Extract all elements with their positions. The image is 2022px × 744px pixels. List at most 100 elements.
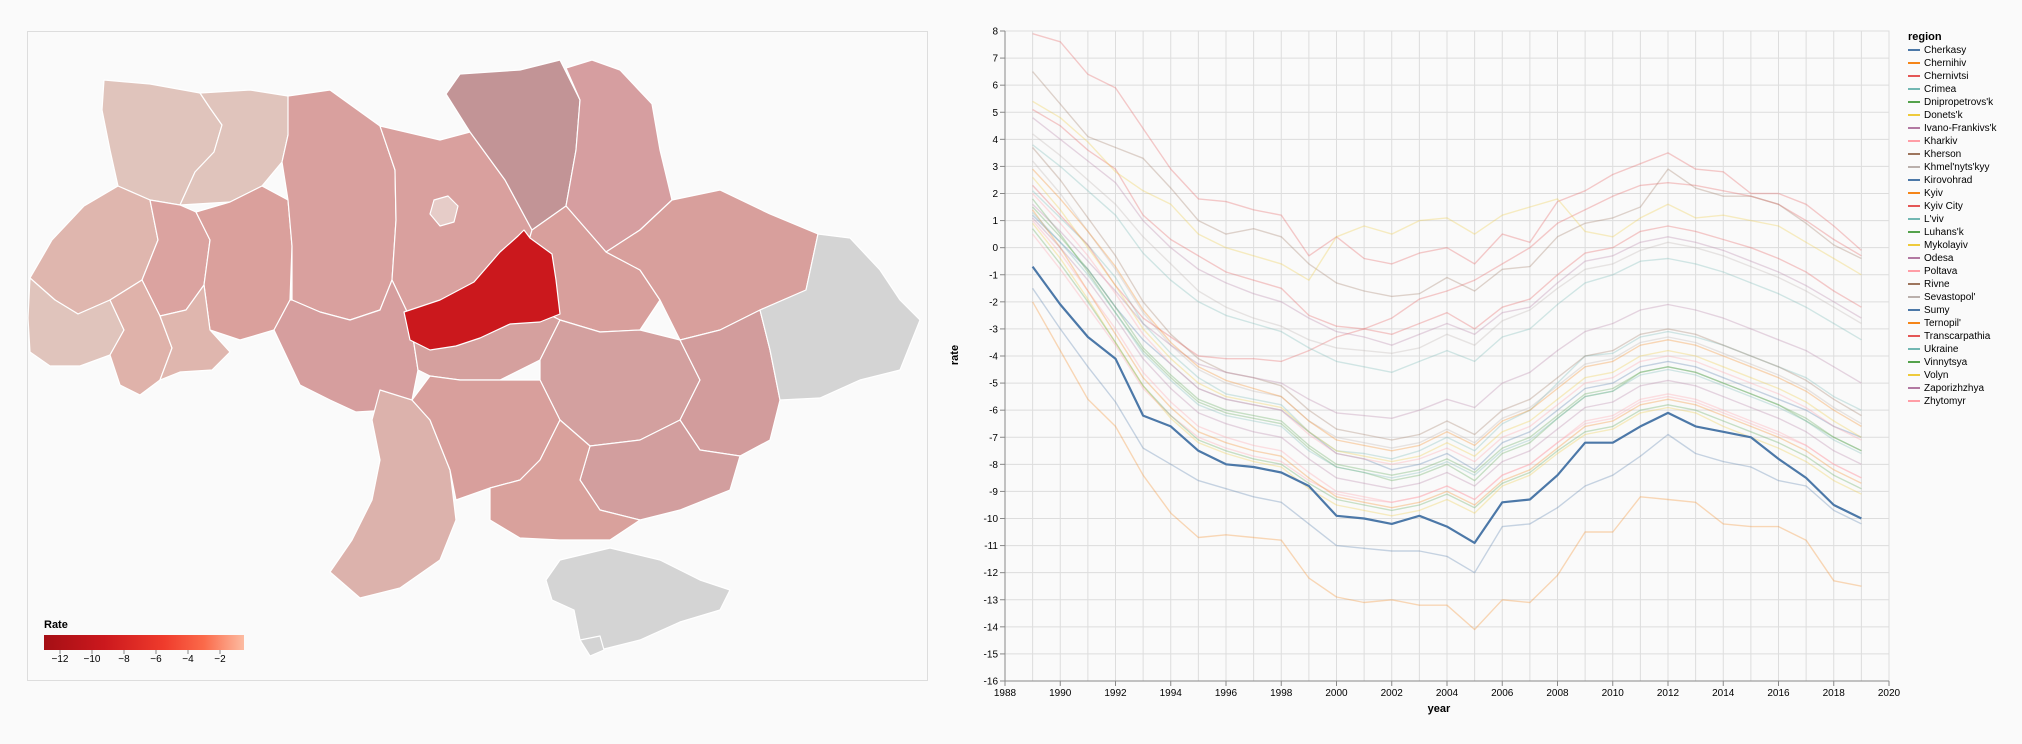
y-tick-label: -2 xyxy=(989,297,998,308)
y-tick-label: -6 xyxy=(989,406,998,417)
series-line-ivano-frankivs-k[interactable] xyxy=(1032,117,1862,346)
series-line-kirovohrad[interactable] xyxy=(1031,265,1862,545)
series-line-zaporizhzhya[interactable] xyxy=(1032,217,1862,490)
y-tick-label: -4 xyxy=(989,352,998,363)
legend-label: Kharkiv xyxy=(1924,136,1957,147)
legend-item[interactable]: Ternopil' xyxy=(1908,318,1961,329)
series-line-ternopil-[interactable] xyxy=(1032,168,1862,452)
legend-label: Ternopil' xyxy=(1924,318,1961,329)
series-line-kherson[interactable] xyxy=(1032,147,1862,441)
series-line-l-viv[interactable] xyxy=(1032,144,1862,373)
legend-item[interactable]: Cherkasy xyxy=(1908,45,1966,56)
region-donetsk[interactable] xyxy=(679,309,781,457)
legend-item[interactable]: Zhytomyr xyxy=(1908,396,1966,407)
chart-series xyxy=(1031,33,1862,631)
legend-item[interactable]: Dnipropetrovs'k xyxy=(1908,97,1994,108)
legend-item[interactable]: Kherson xyxy=(1908,149,1961,160)
series-line-transcarpathia[interactable] xyxy=(1032,33,1862,265)
region-kirovohrad[interactable] xyxy=(403,229,561,351)
legend-item[interactable]: Volyn xyxy=(1908,370,1948,381)
y-tick-label: -12 xyxy=(984,568,999,579)
y-tick-label: 5 xyxy=(992,108,998,119)
series-line-mykolayiv[interactable] xyxy=(1032,176,1862,463)
series-line-rivne[interactable] xyxy=(1032,71,1862,298)
region-kyiv-city[interactable] xyxy=(429,195,459,227)
legend-item[interactable]: Kyiv City xyxy=(1908,201,1963,212)
legend-item[interactable]: Kharkiv xyxy=(1908,136,1957,147)
legend-label: Ivano-Frankivs'k xyxy=(1924,123,1997,134)
legend-item[interactable]: Ivano-Frankivs'k xyxy=(1908,123,1997,134)
x-tick-label: 2002 xyxy=(1381,688,1404,699)
chart-axes: 1988 1990 1992 1994 1996 1998 2000 2002 2004 2006… xyxy=(984,27,1901,700)
region-luhansk[interactable] xyxy=(759,233,921,401)
legend-item[interactable]: Luhans'k xyxy=(1908,227,1965,238)
series-line-dnipropetrovs-k[interactable] xyxy=(1032,198,1862,482)
y-tick-label: 2 xyxy=(992,189,998,200)
series-line-chernivtsi[interactable] xyxy=(1032,108,1862,335)
y-tick-label: 6 xyxy=(992,81,998,92)
region-kherson[interactable] xyxy=(489,419,641,541)
series-line-kharkiv[interactable] xyxy=(1032,233,1862,503)
legend-item[interactable]: Chernivtsi xyxy=(1908,71,1968,82)
legend-label: Sevastopol' xyxy=(1924,292,1975,303)
legend-item[interactable]: Mykolayiv xyxy=(1908,240,1968,251)
x-tick-label: 2008 xyxy=(1546,688,1569,699)
legend-item[interactable]: Chernihiv xyxy=(1908,58,1966,69)
series-line-kyiv[interactable] xyxy=(1032,209,1862,509)
map-legend-tick-label: −2 xyxy=(214,654,226,665)
legend-label: Khmel'nyts'kyy xyxy=(1924,162,1990,173)
legend-label: Luhans'k xyxy=(1924,227,1965,238)
region-zhytomyr[interactable] xyxy=(281,89,397,321)
x-tick-label: 2020 xyxy=(1878,688,1901,699)
legend-item[interactable]: Vinnytsya xyxy=(1908,357,1968,368)
series-line-kyiv-city[interactable] xyxy=(1032,181,1862,363)
legend-item[interactable]: Rivne xyxy=(1908,279,1950,290)
series-line-donets-k[interactable] xyxy=(1032,222,1862,517)
legend-label: Crimea xyxy=(1924,84,1957,95)
series-line-khmel-nyts-kyy[interactable] xyxy=(1032,160,1862,449)
y-tick-label: -15 xyxy=(984,649,999,660)
y-tick-label: -1 xyxy=(989,270,998,281)
legend-item[interactable]: Odesa xyxy=(1908,253,1954,264)
legend-item[interactable]: Kirovohrad xyxy=(1908,175,1972,186)
legend-label: Poltava xyxy=(1924,266,1958,277)
series-line-zhytomyr[interactable] xyxy=(1032,193,1862,465)
y-tick-label: -8 xyxy=(989,460,998,471)
legend-item[interactable]: Khmel'nyts'kyy xyxy=(1908,162,1990,173)
region-ivano-frankivsk[interactable] xyxy=(109,279,173,396)
legend-item[interactable]: Sevastopol' xyxy=(1908,292,1975,303)
region-chernivtsi[interactable] xyxy=(159,284,231,381)
legend-item[interactable]: Transcarpathia xyxy=(1908,331,1991,342)
series-line-sevastopol-[interactable] xyxy=(1032,133,1862,354)
legend-item[interactable]: Donets'k xyxy=(1908,110,1964,121)
series-line-volyn[interactable] xyxy=(1032,100,1862,281)
y-tick-label: -9 xyxy=(989,487,998,498)
x-tick-label: 1994 xyxy=(1160,688,1183,699)
legend-item[interactable]: Sumy xyxy=(1908,305,1950,316)
legend-item[interactable]: Poltava xyxy=(1908,266,1958,277)
region-crimea[interactable] xyxy=(545,547,731,651)
y-tick-label: 0 xyxy=(992,243,998,254)
series-line-ukraine[interactable] xyxy=(1032,212,1862,479)
series-line-odesa[interactable] xyxy=(1032,203,1862,419)
series-line-crimea[interactable] xyxy=(1032,190,1862,460)
chart-legend: Cherkasy Chernihiv Chernivtsi Crimea Dniprop… xyxy=(1908,45,1997,407)
region-khmelnytskyy[interactable] xyxy=(195,185,293,341)
series-line-sumy[interactable] xyxy=(1032,287,1862,574)
series-line-cherkasy[interactable] xyxy=(1032,214,1862,471)
series-line-luhans-k[interactable] xyxy=(1032,228,1862,512)
legend-item[interactable]: L'viv xyxy=(1908,214,1944,225)
region-sevastopol[interactable] xyxy=(579,635,605,657)
legend-item[interactable]: Ukraine xyxy=(1908,344,1959,355)
legend-label: Kirovohrad xyxy=(1924,175,1972,186)
series-line-poltava[interactable] xyxy=(1032,220,1862,503)
y-tick-label: -11 xyxy=(984,541,998,552)
series-line-chernihiv[interactable] xyxy=(1031,301,1862,631)
legend-label: Rivne xyxy=(1924,279,1950,290)
legend-item[interactable]: Kyiv xyxy=(1908,188,1943,199)
legend-item[interactable]: Zaporizhzhya xyxy=(1908,383,1984,394)
map-legend-tick-label: −6 xyxy=(150,654,162,665)
y-tick-label: -10 xyxy=(984,514,999,525)
legend-item[interactable]: Crimea xyxy=(1908,84,1957,95)
series-line-vinnytsya[interactable] xyxy=(1032,206,1862,476)
